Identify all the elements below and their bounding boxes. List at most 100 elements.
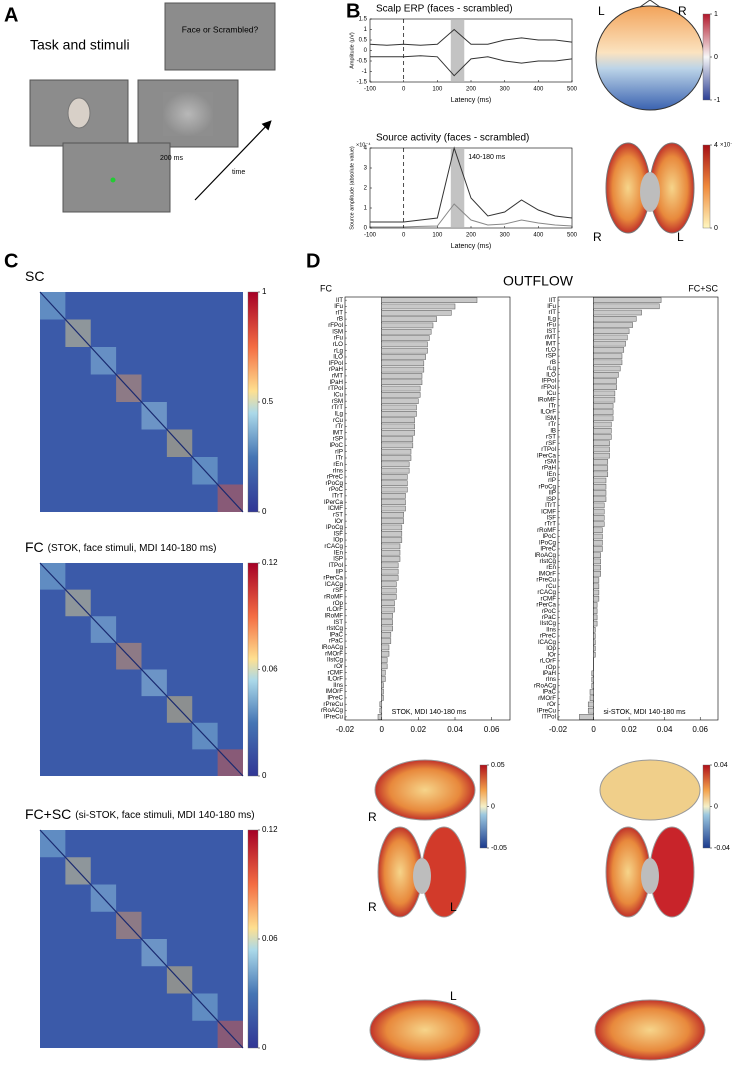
bar bbox=[593, 365, 621, 372]
category-label: rPreC bbox=[327, 474, 344, 481]
bar bbox=[381, 448, 412, 455]
category-label: rCACg bbox=[537, 589, 556, 596]
trace bbox=[369, 28, 573, 46]
bar bbox=[593, 428, 612, 434]
time-label: time bbox=[232, 169, 245, 176]
category-label: rIns bbox=[546, 676, 556, 683]
bar bbox=[593, 459, 609, 465]
bar bbox=[381, 486, 408, 493]
category-label: rST bbox=[546, 434, 556, 441]
category-label: rIstCg bbox=[326, 625, 343, 632]
y-tick-label: 4 bbox=[364, 146, 368, 152]
x-tick-label: 0.06 bbox=[692, 725, 708, 734]
colorbar-label: 0 bbox=[491, 803, 495, 810]
category-label: lLO bbox=[546, 371, 556, 378]
colorbar-label: 0 bbox=[262, 507, 267, 516]
category-label: rSM bbox=[332, 398, 343, 405]
bar bbox=[593, 533, 603, 540]
face-stimulus bbox=[67, 97, 91, 129]
category-label: lPoC bbox=[330, 442, 344, 449]
category-label: lFPol bbox=[329, 360, 343, 367]
category-label: lLg bbox=[335, 410, 344, 417]
bar bbox=[381, 474, 408, 480]
category-label: lMT bbox=[546, 340, 557, 347]
category-label: lPreCu bbox=[537, 707, 556, 714]
annotation: si-STOK, MDI 140-180 ms bbox=[604, 709, 686, 716]
category-label: rFu bbox=[547, 322, 557, 329]
x-tick-label: 0.04 bbox=[657, 725, 673, 734]
bar bbox=[381, 467, 410, 474]
duration-label: 200 ms bbox=[160, 155, 183, 162]
colorbar-label: 0 bbox=[714, 225, 718, 232]
bar bbox=[381, 688, 384, 695]
topomap-right: R bbox=[678, 4, 687, 18]
bar bbox=[593, 577, 600, 583]
colorbar bbox=[479, 764, 488, 849]
chart-title: Source activity (faces - scrambled) bbox=[376, 133, 529, 144]
bar bbox=[381, 499, 406, 505]
title: SC bbox=[25, 268, 44, 284]
category-label: lLOrF bbox=[328, 676, 344, 683]
topomap-nose bbox=[639, 0, 661, 8]
category-label: lST bbox=[547, 328, 557, 335]
bar bbox=[593, 571, 601, 577]
category-label: rCMF bbox=[328, 669, 344, 676]
category-label: rST bbox=[333, 511, 343, 518]
x-tick-label: 300 bbox=[500, 87, 511, 93]
matrix-title: SC bbox=[25, 268, 44, 284]
trace bbox=[370, 146, 573, 223]
brain-right: R bbox=[593, 230, 602, 244]
category-label: rTrT bbox=[545, 521, 557, 528]
bar bbox=[381, 543, 401, 550]
category-label: rFPol bbox=[541, 384, 556, 391]
category-label: lLg bbox=[548, 315, 557, 322]
category-label: rPaC bbox=[542, 614, 557, 621]
bar bbox=[591, 670, 594, 677]
category-label: rPreCu bbox=[323, 701, 343, 708]
panel-label: A bbox=[4, 4, 18, 26]
x-tick-label: 0.02 bbox=[621, 725, 637, 734]
category-label: lB bbox=[550, 427, 556, 434]
category-label: lMOrF bbox=[539, 570, 556, 577]
bar bbox=[381, 347, 428, 354]
x-tick-label: 0.04 bbox=[447, 725, 463, 734]
bar bbox=[593, 309, 642, 316]
bar bbox=[593, 483, 607, 490]
category-label: rEn bbox=[546, 564, 556, 571]
subtitle: (si-STOK, face stimuli, MDI 140-180 ms) bbox=[75, 810, 254, 821]
colorbar-label: 0.12 bbox=[262, 558, 278, 567]
category-label: lPaC bbox=[330, 631, 344, 638]
category-label: lCMF bbox=[328, 505, 343, 512]
x-tick-label: 500 bbox=[567, 233, 578, 239]
category-label: lPaH bbox=[543, 670, 556, 677]
panel-label: C bbox=[4, 250, 18, 272]
category-label: lPreC bbox=[328, 695, 344, 702]
x-tick-label: -100 bbox=[364, 87, 377, 93]
bar bbox=[381, 366, 425, 373]
bar bbox=[381, 480, 408, 487]
bar bbox=[593, 589, 600, 596]
category-label: rPoC bbox=[329, 486, 344, 493]
category-label: rIstCg bbox=[539, 558, 556, 565]
category-label: rPaC bbox=[329, 638, 344, 645]
brainstem bbox=[413, 858, 431, 894]
category-label: lMT bbox=[333, 429, 344, 436]
category-label: rB bbox=[550, 359, 556, 366]
hemisphere-label: R bbox=[368, 900, 377, 914]
category-label: rIT bbox=[335, 309, 343, 316]
bar bbox=[381, 669, 386, 676]
colorbar-label: 0.12 bbox=[262, 825, 278, 834]
colorbar bbox=[247, 829, 259, 1049]
category-label: lCACg bbox=[325, 581, 343, 588]
category-label: rRoMF bbox=[537, 527, 556, 534]
bar bbox=[591, 683, 594, 689]
plot-frame bbox=[344, 296, 511, 721]
bar bbox=[377, 714, 382, 720]
category-label: lSM bbox=[332, 328, 343, 335]
category-label: lRoACg bbox=[535, 552, 557, 559]
category-label: lOr bbox=[548, 651, 556, 658]
topomap-left: L bbox=[598, 4, 605, 18]
category-label: rTr bbox=[548, 421, 556, 428]
category-label: rLO bbox=[333, 341, 344, 348]
